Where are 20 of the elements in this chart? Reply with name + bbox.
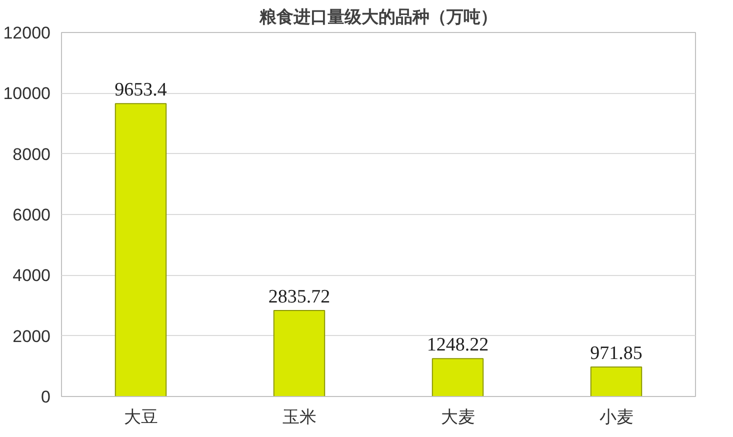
y-tick-label: 0 [41, 388, 51, 406]
x-tick-label: 大豆 [124, 408, 158, 428]
y-tick-label: 4000 [12, 266, 51, 286]
x-tick-label: 小麦 [599, 408, 634, 428]
y-tick-label: 10000 [3, 84, 51, 104]
bar [114, 103, 167, 396]
x-tick-label: 大麦 [440, 408, 475, 428]
bar [273, 310, 326, 396]
y-tick-label: 8000 [12, 144, 51, 164]
data-label: 971.85 [590, 343, 642, 364]
data-label: 2835.72 [268, 286, 330, 308]
chart-title: 粮食进口量级大的品种（万吨） [258, 8, 498, 28]
bar [590, 366, 642, 396]
data-label: 1248.22 [426, 334, 489, 356]
y-tick-label: 6000 [12, 206, 51, 224]
x-tick-label: 玉米 [282, 408, 316, 428]
data-label: 9653.4 [114, 80, 168, 101]
y-tick-label: 2000 [12, 326, 51, 346]
y-tick-label: 12000 [3, 24, 51, 42]
bar [432, 358, 484, 396]
